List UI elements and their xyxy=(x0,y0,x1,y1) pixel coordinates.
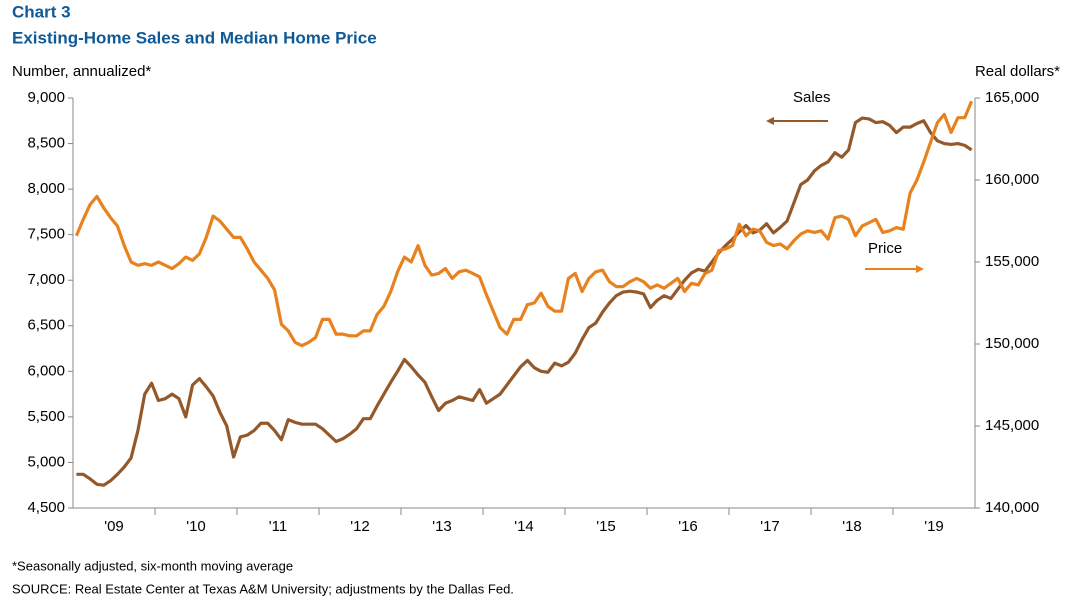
price-annotation: Price xyxy=(868,240,902,257)
x-tick-label: '19 xyxy=(924,518,944,535)
chart-subtitle: Existing-Home Sales and Median Home Pric… xyxy=(12,28,377,47)
y-axis-label: Number, annualized* xyxy=(12,63,151,80)
x-tick-label: '17 xyxy=(760,518,780,535)
x-tick-label: '13 xyxy=(432,518,452,535)
y-tick-label: 4,500 xyxy=(27,499,65,516)
y-tick-label: 6,000 xyxy=(27,362,65,379)
sales-annotation: Sales xyxy=(793,89,831,106)
x-tick-label: '11 xyxy=(269,518,287,535)
x-tick-label: '14 xyxy=(514,518,534,535)
y-tick-label: 7,500 xyxy=(27,226,65,243)
y-tick-label: 8,000 xyxy=(27,180,65,197)
x-tick-label: '15 xyxy=(596,518,616,535)
x-tick-label: '09 xyxy=(104,518,124,535)
series-line xyxy=(76,116,973,487)
y-tick-label: 5,000 xyxy=(27,453,65,470)
y2-tick-label: 145,000 xyxy=(985,417,1039,434)
x-tick-label: '18 xyxy=(842,518,862,535)
y-tick-label: 9,000 xyxy=(27,89,65,106)
y2-tick-label: 140,000 xyxy=(985,499,1039,516)
y-tick-label: 8,500 xyxy=(27,135,65,152)
y-tick-label: 7,000 xyxy=(27,271,65,288)
y2-tick-label: 150,000 xyxy=(985,335,1039,352)
price-arrow-head xyxy=(916,265,924,273)
source: SOURCE: Real Estate Center at Texas A&M … xyxy=(12,581,514,596)
y-tick-label: 5,500 xyxy=(27,408,65,425)
x-tick-label: '12 xyxy=(350,518,370,535)
series-line xyxy=(74,100,974,348)
sales-arrow-head xyxy=(766,117,774,125)
y2-tick-label: 155,000 xyxy=(985,253,1039,270)
y-tick-label: 6,500 xyxy=(27,317,65,334)
footnote: *Seasonally adjusted, six-month moving a… xyxy=(12,558,293,573)
chart-title: Chart 3 xyxy=(12,2,71,21)
y2-axis-label: Real dollars* xyxy=(975,63,1060,80)
x-tick-label: '10 xyxy=(186,518,206,535)
x-tick-label: '16 xyxy=(678,518,698,535)
y2-tick-label: 165,000 xyxy=(985,89,1039,106)
y2-tick-label: 160,000 xyxy=(985,171,1039,188)
